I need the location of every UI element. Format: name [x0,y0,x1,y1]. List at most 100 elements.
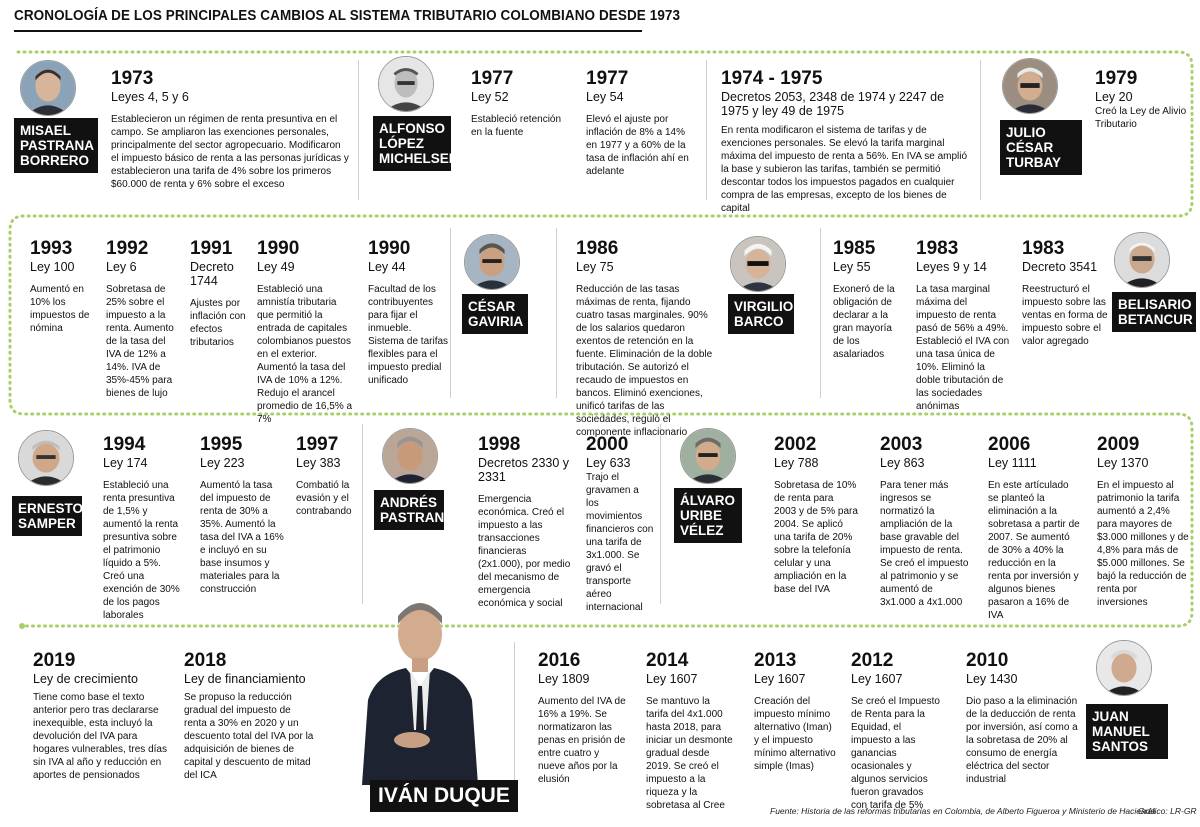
president-name-box: VIRGILIO BARCO [728,294,794,334]
entry-year: 2009 [1097,434,1140,455]
timeline-entry: 2019 Ley de crecimiento Tiene como base … [33,650,173,782]
entry-year: 2013 [754,650,797,671]
president-name: MISAEL PASTRANA BORRERO [20,123,94,168]
entry-year: 1974 - 1975 [721,68,823,89]
entry-description: Sobretasa de 10% de renta para 2003 y de… [774,480,858,595]
entry-year: 2003 [880,434,923,455]
timeline-entry: 1994 Ley 174 Estableció una renta presun… [103,434,185,622]
entry-description: Ajustes por inflación con efectos tribut… [190,298,246,348]
entry-description: Dio paso a la eliminación de la deducció… [966,696,1078,785]
entry-description: Emergencia económica. Creó el impuesto a… [478,494,571,609]
president-name: ALFONSO LÓPEZ MICHELSEN [379,121,459,166]
separator [706,60,707,200]
president-name: CÉSAR GAVIRIA [468,299,524,329]
graphic-credit: Gráfico: LR-GR [1138,806,1197,816]
timeline-entry: 2006 Ley 1111 En este artículado se plan… [988,434,1080,622]
portrait-photo [378,56,434,112]
portrait-photo [20,60,76,116]
entry-year: 2006 [988,434,1031,455]
entry-law: Ley 6 [106,260,137,274]
entry-year: 1990 [257,238,300,259]
entry-law: Ley 54 [586,90,624,104]
separator [980,60,981,200]
entry-law: Ley 633 [586,456,631,470]
entry-law: Ley 55 [833,260,871,274]
entry-description: Se mantuvo la tarifa del 4x1.000 hasta 2… [646,696,733,811]
source-note: Fuente: Historia de las reformas tributa… [770,806,1156,816]
entry-law: Ley 1111 [988,456,1037,470]
portrait-photo [382,428,438,484]
entry-law: Ley 75 [576,260,614,274]
president-name: ÁLVARO URIBE VÉLEZ [680,493,735,538]
timeline-entry: 2002 Ley 788 Sobretasa de 10% de renta p… [774,434,858,596]
portrait-photo [1114,232,1170,288]
entry-year: 2014 [646,650,689,671]
timeline-entry: 1992 Ley 6 Sobretasa de 25% sobre el imp… [106,238,182,400]
timeline-entry: 1990 Ley 44 Facultad de los contribuyent… [368,238,450,387]
president-name-box: IVÁN DUQUE [370,780,518,812]
entry-year: 1993 [30,238,73,259]
portrait-photo [680,428,736,484]
entry-description: Establecieron un régimen de renta presun… [111,114,349,190]
timeline-entry: 2010 Ley 1430 Dio paso a la eliminación … [966,650,1078,786]
president-name: ANDRÉS PASTRANA [380,495,454,525]
entry-description: Creación del impuesto mínimo alternativo… [754,696,836,772]
entry-year: 1983 [916,238,959,259]
president-name-box: JULIO CÉSAR TURBAY [1000,120,1082,175]
entry-year: 2012 [851,650,894,671]
portrait-photo [464,234,520,290]
entry-law: Decretos 2053, 2348 de 1974 y 2247 de 19… [721,90,945,118]
entry-description: Exoneró de la obligación de declarar a l… [833,284,895,360]
entry-description: Creó la Ley de Alivio Tributario [1095,106,1187,130]
president-name-box: ALFONSO LÓPEZ MICHELSEN [373,116,459,171]
page-title: CRONOLOGÍA DE LOS PRINCIPALES CAMBIOS AL… [14,8,681,24]
separator [820,228,821,398]
timeline-entry: 1997 Ley 383 Combatió la evasión y el co… [296,434,358,518]
entry-law: Ley 788 [774,456,819,470]
entry-law: Ley 1430 [966,672,1018,686]
timeline-entry: 2016 Ley 1809 Aumento del IVA de 16% a 1… [538,650,628,786]
president-name: JULIO CÉSAR TURBAY [1006,125,1062,170]
entry-law: Ley 383 [296,456,341,470]
entry-year: 2018 [184,650,227,671]
separator [358,60,359,200]
president-name: IVÁN DUQUE [378,784,510,807]
entry-description: Combatió la evasión y el contrabando [296,480,352,517]
entry-law: Ley de financiamiento [184,672,306,686]
entry-description: En este artículado se planteó la elimina… [988,480,1080,621]
entry-year: 2019 [33,650,76,671]
president-name-box: ANDRÉS PASTRANA [374,490,454,530]
entry-year: 1990 [368,238,411,259]
timeline-entry: 2003 Ley 863 Para tener más ingresos se … [880,434,970,609]
entry-year: 1992 [106,238,149,259]
entry-law: Ley 863 [880,456,925,470]
portrait-photo [18,430,74,486]
entry-description: Se propuso la reducción gradual del impu… [184,692,314,781]
entry-year: 1973 [111,68,154,89]
entry-law: Decretos 2330 y 2331 [478,456,570,484]
timeline-entry: 1977 Ley 52 Estableció retención en la f… [471,68,571,139]
president-name-box: ERNESTO SAMPER [12,496,83,536]
separator [362,424,363,604]
entry-description: Reducción de las tasas máximas de renta,… [576,284,713,438]
entry-description: Elevó el ajuste por inflación de 8% a 14… [586,114,689,177]
entry-year: 1979 [1095,68,1138,89]
entry-year: 1977 [586,68,629,89]
president-name-box: JUAN MANUEL SANTOS [1086,704,1168,759]
separator [450,228,451,398]
entry-year: 1983 [1022,238,1065,259]
timeline-entry: 2000 Ley 633 Trajo el gravamen a los mov… [586,434,654,614]
entry-description: Facultad de los contribuyentes para fija… [368,284,449,386]
entry-year: 1997 [296,434,339,455]
entry-year: 2000 [586,434,629,455]
entry-description: Estableció retención en la fuente [471,114,562,138]
entry-description: Para tener más ingresos se normatizó la … [880,480,969,608]
timeline-entry: 2013 Ley 1607 Creación del impuesto míni… [754,650,838,773]
president-name: BELISARIO BETANCUR [1118,297,1193,327]
entry-law: Ley 20 [1095,90,1133,104]
entry-description: La tasa marginal máxima del impuesto de … [916,284,1010,412]
separator [514,642,515,802]
entry-year: 1977 [471,68,514,89]
entry-law: Ley de crecimiento [33,672,138,686]
timeline-entry: 2018 Ley de financiamiento Se propuso la… [184,650,314,782]
